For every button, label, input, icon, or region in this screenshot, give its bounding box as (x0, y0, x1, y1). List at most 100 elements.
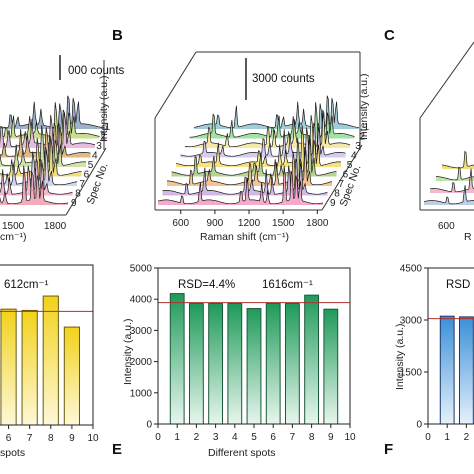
spectrum-line (175, 125, 342, 167)
spectrum-line (157, 165, 324, 205)
spectrum-line (184, 112, 351, 148)
panel-b-x-ticks: 600 900 1200 1500 1800 (172, 210, 329, 229)
panel-f-y-tick: 4500 (400, 264, 423, 275)
panel-e-x-tick: 9 (328, 432, 334, 443)
spec-number: 7 (338, 179, 344, 190)
spectrum-fill (430, 168, 474, 193)
panel-c: C 600 R (384, 27, 474, 243)
panel-a-spectra (0, 95, 105, 205)
panel-e-y-tick: 4000 (130, 295, 153, 306)
spectrum-line (0, 165, 69, 205)
bar (63, 326, 80, 426)
panel-e-peak-note: 1616cm⁻¹ (262, 279, 313, 291)
panel-e-bars (169, 293, 339, 425)
bar (284, 303, 300, 425)
spectrum-line (429, 168, 474, 193)
spectrum-fill (162, 158, 328, 196)
spectrum-fill (176, 125, 341, 167)
panel-f-rsd-note: RSD (446, 279, 470, 291)
panel-d-x-tick: 9 (69, 433, 75, 444)
spectrum-fill (0, 95, 104, 129)
spectrum-line (193, 95, 360, 129)
panel-b-scale-note: 3000 counts (252, 73, 315, 85)
panel-c-spectra (423, 150, 474, 205)
spectrum-line (162, 158, 328, 195)
panel-e-rsd-note: RSD=4.4% (178, 279, 235, 291)
spec-number: 2 (359, 132, 365, 143)
panel-e-x-tick: 4 (232, 432, 238, 443)
bar (188, 303, 204, 425)
panel-b-x-tick: 1800 (306, 218, 329, 229)
spectrum-line (167, 150, 333, 186)
spectrum-line (171, 137, 337, 176)
spec-number: 1 (364, 122, 370, 133)
panel-c-x-tick: 600 (438, 221, 455, 232)
panel-e-x-ticks: 0 1 2 3 4 5 6 7 8 9 10 (155, 424, 356, 443)
panel-f-y-tick: 1500 (400, 368, 423, 379)
panel-e-y-tick: 5000 (130, 264, 153, 275)
spectrum-fill (194, 95, 359, 129)
panel-a-intensity-label: Intensity (a.u.) (98, 75, 110, 142)
panel-a-x-tick: 1800 (44, 221, 67, 232)
panel-d-x-tick: 8 (48, 433, 54, 444)
spec-number: 3 (96, 141, 102, 152)
spectrum-line (435, 166, 474, 181)
spectrum-fill (0, 112, 95, 148)
panel-d: 612cm⁻¹ 6 7 8 9 10 spots (0, 264, 99, 459)
panel-d-x-label: spots (0, 447, 25, 459)
spectrum-line (180, 122, 346, 157)
panel-d-x-tick: 6 (6, 433, 12, 444)
bar (227, 303, 243, 425)
spectrum-fill (158, 165, 323, 205)
panel-e-x-tick: 1 (174, 432, 180, 443)
panel-b-spectra (157, 95, 360, 205)
bar (246, 308, 262, 425)
spectrum-line (441, 150, 474, 169)
panel-e-x-tick: 0 (155, 432, 161, 443)
panel-e-x-tick: 2 (194, 432, 200, 443)
spec-number: 9 (71, 198, 77, 209)
panel-a-x-label: cm⁻¹) (0, 231, 27, 243)
panel-f-y-tick: 3000 (400, 316, 423, 327)
panel-b-x-tick: 1200 (238, 218, 261, 229)
spectrum-fill (171, 137, 337, 177)
panel-d-bars (0, 295, 80, 426)
panel-b: B 3000 counts 600 900 1200 1500 1800 Raman s… (112, 27, 370, 243)
spec-number: 9 (330, 198, 336, 209)
panel-e-y-ticks: 0 1000 2000 3000 4000 5000 (130, 264, 158, 431)
panel-f-x-tick: 2 (464, 432, 470, 443)
panel-e-x-label: Different spots (208, 447, 276, 459)
bar (323, 308, 339, 425)
panel-e-x-tick: 10 (344, 432, 356, 443)
panel-c-letter: C (384, 27, 395, 44)
panel-d-x-ticks: 6 7 8 9 10 (6, 425, 99, 444)
spec-number: 7 (79, 179, 85, 190)
bar (265, 303, 281, 425)
bar (42, 295, 59, 426)
panel-e-x-tick: 6 (270, 432, 276, 443)
panel-f-x-tick: 0 (425, 432, 431, 443)
bar (458, 316, 474, 425)
spectrum-fill (0, 125, 86, 167)
spectrum-line (0, 102, 100, 138)
panel-e-y-label: Intensity (a.u.) (122, 318, 134, 385)
panel-b-x-tick: 900 (207, 218, 224, 229)
panel-f-x-ticks: 0 1 2 (425, 424, 470, 443)
panel-e-x-tick: 7 (290, 432, 296, 443)
panel-f-x-tick: 1 (444, 432, 450, 443)
panel-e-x-tick: 8 (309, 432, 315, 443)
panel-f-y-tick: 0 (416, 420, 422, 431)
spec-number: 8 (75, 189, 81, 200)
spec-number: 6 (343, 170, 349, 181)
panel-f: F 0 1500 3000 4500 0 1 2 RSD Intensity (a.u.) (384, 264, 474, 458)
panel-b-letter: B (112, 27, 123, 44)
bar (304, 294, 320, 425)
panel-a-x-tick: 1500 (2, 221, 25, 232)
panel-d-peak-note: 612cm⁻¹ (4, 279, 49, 291)
spec-number: 5 (347, 160, 353, 171)
panel-e: E 0 1 2 3 4 5 6 7 8 9 10 0 1000 2000 3000 4000 5000 RSD… (112, 264, 356, 460)
panel-e-y-tick: 3000 (130, 326, 153, 337)
